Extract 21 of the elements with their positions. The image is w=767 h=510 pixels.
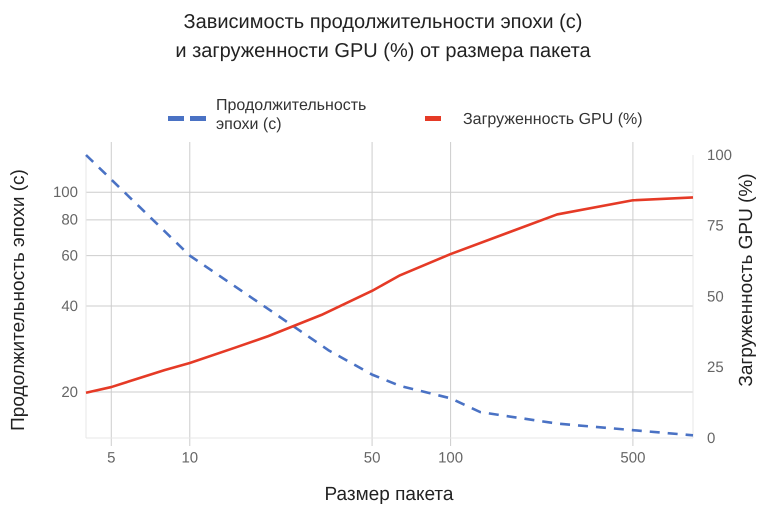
y-axis-title: Продолжительность эпохи (с) <box>8 169 29 431</box>
y-tick-label: 100 <box>52 184 78 202</box>
x-tick-label: 500 <box>620 450 646 467</box>
legend-label: Продолжительность эпохи (с) <box>216 97 366 133</box>
y2-tick-label: 0 <box>707 430 716 447</box>
legend-label: Загруженность GPU (%) <box>463 111 643 128</box>
chart-title: Зависимость продолжительности эпохи (с) и загруженности GPU (%) от размера пакета <box>175 11 592 62</box>
x-tick-label: 50 <box>364 450 380 467</box>
y-tick-label: 40 <box>61 298 78 315</box>
x-tick-label: 10 <box>181 450 198 467</box>
y2-axis-title: Загруженность GPU (%) <box>736 173 757 387</box>
y2-tick-label: 100 <box>707 146 732 164</box>
y2-tick-label: 75 <box>707 218 724 235</box>
y-tick-label: 80 <box>61 212 78 229</box>
x-tick-label: 5 <box>107 450 116 467</box>
y2-tick-label: 50 <box>707 288 724 306</box>
x-axis-title: Размер пакета <box>324 484 454 505</box>
y-tick-label: 60 <box>61 247 78 264</box>
y2-tick-label: 25 <box>707 359 724 376</box>
y-tick-label: 20 <box>61 384 78 401</box>
x-tick-label: 100 <box>438 450 464 467</box>
